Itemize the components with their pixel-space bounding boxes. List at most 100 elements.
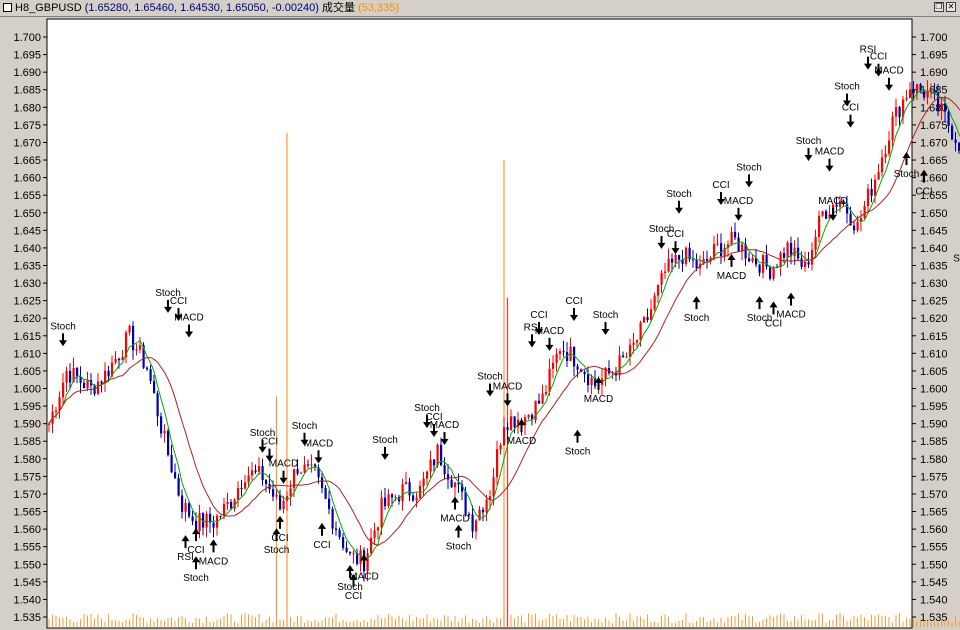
signal-label: CCI bbox=[915, 187, 932, 198]
y-tick-label-left: 1.550 bbox=[13, 559, 41, 571]
candle-body bbox=[387, 494, 390, 507]
y-tick-label-left: 1.680 bbox=[13, 102, 41, 114]
candle-body bbox=[713, 244, 716, 258]
candle-body bbox=[821, 211, 824, 216]
candle-body bbox=[639, 322, 642, 341]
candle-body bbox=[114, 358, 117, 363]
candle-body bbox=[951, 126, 954, 140]
candle-body bbox=[160, 416, 163, 434]
candle-body bbox=[905, 97, 908, 100]
candle-body bbox=[517, 419, 520, 428]
close-button[interactable]: ✕ bbox=[946, 2, 956, 12]
candle-body bbox=[734, 231, 737, 238]
candle-body bbox=[464, 491, 467, 515]
signal-label: Stoch bbox=[593, 310, 619, 321]
y-tick-label-left: 1.655 bbox=[13, 190, 41, 202]
signal-arrowhead-down bbox=[657, 242, 666, 249]
candle-body bbox=[727, 244, 730, 248]
candle-body bbox=[125, 332, 128, 357]
signal-arrowhead-down bbox=[486, 390, 494, 397]
candle-body bbox=[324, 488, 327, 499]
candle-body bbox=[842, 200, 845, 205]
y-tick-label-right: 1.625 bbox=[920, 296, 948, 308]
y-tick-label-left: 1.640 bbox=[13, 243, 41, 255]
candle-body bbox=[881, 157, 884, 173]
candle-body bbox=[69, 370, 72, 383]
y-tick-label-right: 1.645 bbox=[920, 225, 948, 237]
candle-body bbox=[300, 472, 303, 474]
candle-body bbox=[317, 467, 320, 478]
candle-body bbox=[825, 211, 828, 219]
candle-body bbox=[730, 231, 733, 245]
candle-body bbox=[709, 257, 712, 261]
candle-body bbox=[587, 374, 590, 386]
candle-body bbox=[118, 358, 121, 361]
signal-label: Stoch bbox=[155, 288, 181, 299]
signal-label: CCI bbox=[187, 545, 204, 556]
candle-body bbox=[835, 204, 838, 207]
signal-arrowhead-down bbox=[185, 331, 193, 338]
signal-arrowhead-up bbox=[181, 535, 190, 542]
y-tick-label-right: 1.620 bbox=[920, 313, 948, 325]
candle-body bbox=[205, 513, 208, 528]
y-tick-label-left: 1.545 bbox=[13, 577, 41, 589]
candle-body bbox=[475, 520, 478, 532]
signal-label: MACD bbox=[440, 513, 469, 524]
candle-body bbox=[328, 498, 331, 509]
candle-body bbox=[723, 247, 726, 256]
candle-body bbox=[748, 258, 751, 262]
candle-body bbox=[121, 356, 124, 361]
chart-area[interactable]: 1.7001.7001.6951.6951.6901.6901.6851.685… bbox=[0, 17, 960, 630]
y-tick-label-right: 1.610 bbox=[920, 348, 948, 360]
candle-body bbox=[877, 172, 880, 180]
signal-arrowhead-down bbox=[279, 477, 288, 484]
signal-arrowhead-down bbox=[601, 329, 610, 336]
signal-label: RSI bbox=[524, 322, 541, 333]
candle-body bbox=[860, 217, 863, 222]
signal-arrowhead-up bbox=[727, 253, 736, 260]
candle-body bbox=[230, 501, 233, 509]
candle-body bbox=[170, 455, 173, 473]
candle-body bbox=[863, 206, 866, 218]
y-tick-label-right: 1.555 bbox=[920, 542, 948, 554]
candle-body bbox=[447, 474, 450, 480]
chart-title: H8_GBPUSD (1.65280, 1.65460, 1.64530, 1.… bbox=[15, 0, 399, 16]
candle-body bbox=[576, 366, 579, 370]
candle-body bbox=[867, 188, 870, 207]
candle-body bbox=[674, 255, 677, 263]
candle-body bbox=[359, 550, 362, 564]
candle-body bbox=[940, 103, 943, 111]
candle-body bbox=[583, 371, 586, 375]
candle-body bbox=[415, 497, 418, 501]
signal-label: Stoch bbox=[666, 189, 692, 200]
y-tick-label-right: 1.590 bbox=[920, 419, 948, 431]
candle-body bbox=[202, 513, 205, 528]
signal-label: CCI bbox=[530, 310, 547, 321]
candle-body bbox=[853, 225, 856, 231]
candle-body bbox=[104, 370, 107, 384]
candle-body bbox=[233, 499, 236, 509]
y-tick-label-left: 1.650 bbox=[13, 208, 41, 220]
y-tick-label-right: 1.655 bbox=[920, 190, 948, 202]
candle-body bbox=[307, 464, 310, 466]
candle-body bbox=[146, 367, 149, 370]
candle-body bbox=[660, 272, 663, 285]
candle-body bbox=[954, 139, 957, 143]
candle-body bbox=[482, 509, 485, 513]
candle-body bbox=[338, 530, 341, 538]
candle-body bbox=[335, 528, 338, 531]
signal-arrowhead-down bbox=[59, 340, 67, 347]
candle-body bbox=[947, 111, 950, 127]
candle-body bbox=[499, 445, 502, 450]
candle-body bbox=[695, 260, 698, 269]
candlestick-chart[interactable]: 1.7001.7001.6951.6951.6901.6901.6851.685… bbox=[0, 17, 960, 630]
y-tick-label-left: 1.610 bbox=[13, 348, 41, 360]
candle-body bbox=[573, 346, 576, 367]
signal-label: CCI bbox=[870, 52, 887, 63]
signal-arrowhead-down bbox=[423, 422, 431, 429]
y-tick-label-left: 1.590 bbox=[13, 419, 41, 431]
signal-label: Stoch bbox=[264, 545, 290, 556]
candle-body bbox=[440, 444, 443, 466]
restore-button[interactable]: ❐ bbox=[934, 2, 944, 12]
y-tick-label-right: 1.550 bbox=[920, 559, 948, 571]
